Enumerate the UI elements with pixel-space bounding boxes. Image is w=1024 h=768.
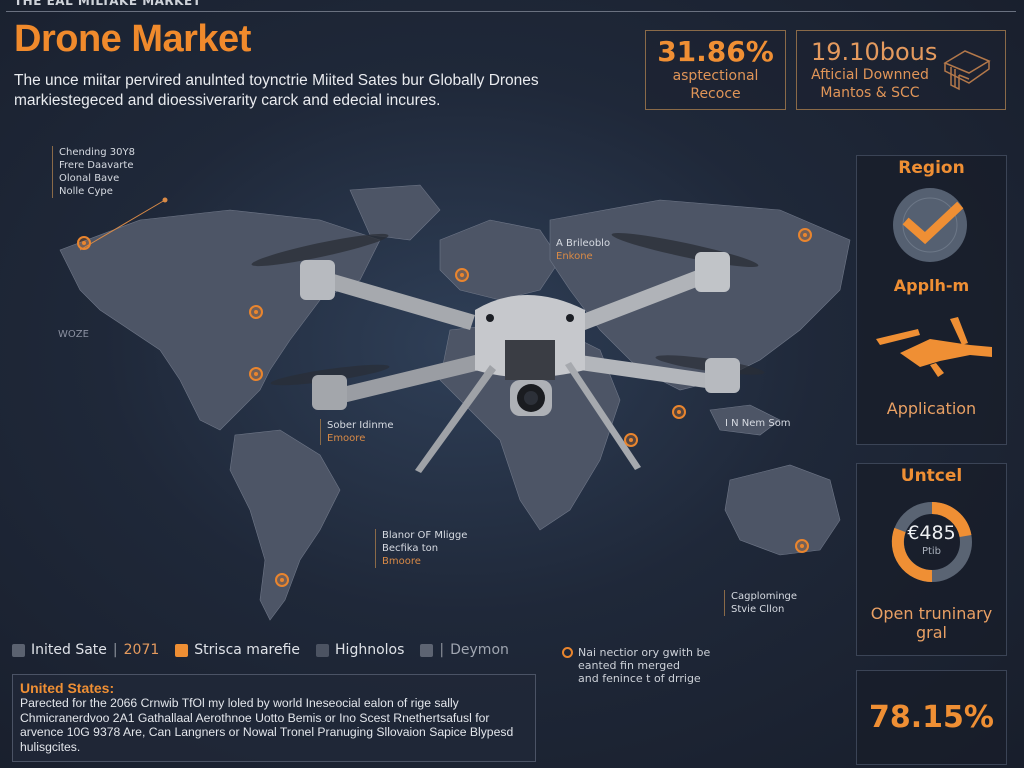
- region-label: Applh-m: [893, 276, 970, 295]
- legend-label: Strisca marefie: [194, 642, 301, 658]
- donut-sub: Ptib: [921, 546, 942, 557]
- page-subtitle: The unce miitar pervired anulnted toynct…: [14, 72, 539, 109]
- map-marker-canada[interactable]: [249, 305, 263, 319]
- untcel-label: gral: [916, 623, 947, 642]
- donut-value: €485: [907, 522, 956, 544]
- southeast-asia-landmass: [709, 404, 781, 436]
- map-annotation-atlantic: Sober Idinme Emoore: [320, 419, 394, 445]
- map-annotation-asia: I N Nem Som: [719, 417, 791, 430]
- stat-label: Mantos & SCC: [820, 85, 920, 101]
- annotation-line: Becfika ton: [382, 543, 439, 554]
- map-marker-india[interactable]: [672, 405, 686, 419]
- annotation-accent: Enkone: [556, 251, 593, 262]
- drone-silhouette-icon: [875, 317, 992, 377]
- donut-chart: €485 Ptib: [890, 500, 974, 584]
- side-panel-region: Region Applh-m Application: [856, 155, 1007, 445]
- drone-illustration: [251, 232, 765, 473]
- greenland-landmass: [349, 184, 441, 241]
- legend-item-highnolos[interactable]: Highnolos: [316, 642, 404, 658]
- stat-card-market-size: 19.10bous Afticial Downned Mantos & SCC: [796, 30, 1006, 110]
- header-divider: [6, 11, 1016, 12]
- map-marker-europe[interactable]: [455, 268, 469, 282]
- info-box-united-states: United States: Parected for the 2066 Crn…: [12, 674, 536, 762]
- graduation-cap-icon: [943, 50, 991, 91]
- info-title: United States:: [20, 680, 115, 696]
- stat-label: Recoce: [690, 86, 741, 102]
- annotation-line: Nolle Cype: [59, 186, 113, 197]
- donut-ring: [891, 501, 972, 583]
- side-panel-final-stat: 78.15%: [856, 670, 1007, 765]
- legend-note: Nai nectior ory gwith be eanted fin merg…: [562, 646, 738, 685]
- note-line: eanted fin merged: [578, 659, 680, 672]
- map-marker-alaska[interactable]: [77, 236, 91, 250]
- world-map: [59, 184, 851, 621]
- legend-item-united-states[interactable]: Inited Sate | 2071: [12, 642, 159, 658]
- map-marker-us-east[interactable]: [249, 367, 263, 381]
- untcel-title: Untcel: [900, 466, 963, 486]
- annotation-line: Blanor OF Mligge: [382, 530, 468, 541]
- map-annotation-australia: Cagplominge Stvie Cllon: [724, 590, 797, 616]
- note-line: and fenince t of drrige: [578, 672, 701, 685]
- map-annotation-top-left: Chending 30Y8 Frere Daavarte Olonal Bave…: [52, 146, 135, 198]
- annotation-line: WOZE: [58, 329, 89, 340]
- map-annotation-europe: A Brileoblo Enkone: [550, 237, 610, 263]
- untcel-label: Open truninary: [870, 604, 993, 623]
- application-label: Application: [886, 399, 977, 418]
- legend-swatch: [316, 643, 330, 657]
- north-america-landmass: [59, 209, 381, 431]
- europe-landmass: [439, 219, 561, 301]
- south-america-landmass: [229, 429, 341, 621]
- map-marker-argentina[interactable]: [275, 573, 289, 587]
- legend-swatch: [175, 643, 189, 657]
- legend-separator: |: [439, 642, 445, 658]
- legend-label: Highnolos: [335, 642, 405, 658]
- annotation-line: Olonal Bave: [59, 173, 120, 184]
- header-kicker: THE EAL MILTAKE MARKET: [14, 0, 202, 8]
- note-line: Nai nectior ory gwith be: [578, 646, 711, 659]
- legend-year: 2071: [123, 642, 160, 658]
- map-marker-russia-east[interactable]: [798, 228, 812, 242]
- info-body: Parected for the 2066 Crnwib TfOl my lol…: [20, 696, 514, 754]
- annotation-line: Chending 30Y8: [59, 147, 135, 158]
- legend-swatch: [420, 643, 434, 657]
- map-legend: Inited Sate | 2071 Strisca marefie Highn…: [12, 642, 509, 658]
- page-title: Drone Market: [14, 18, 251, 60]
- legend-item-deymon[interactable]: | Deymon: [420, 642, 509, 658]
- annotation-line: I N Nem Som: [725, 418, 791, 429]
- map-annotation-pacific: WOZE: [52, 328, 89, 341]
- annotation-line: Cagplominge: [731, 591, 798, 602]
- annotation-line: Sober Idinme: [327, 420, 394, 431]
- annotation-line: A Brileoblo: [556, 238, 611, 249]
- legend-separator: |: [112, 642, 118, 658]
- stat-label: Afticial Downned: [811, 67, 929, 83]
- annotation-line: Stvie Cllon: [731, 604, 785, 615]
- side-panel-untcel: Untcel €485 Ptib Open truninary gral: [856, 463, 1007, 656]
- legend-swatch: [12, 643, 25, 657]
- final-stat-value: 78.15%: [869, 700, 994, 735]
- stat-label: asptectional: [672, 68, 759, 84]
- australia-landmass: [724, 464, 841, 556]
- stat-value: 31.86%: [657, 35, 774, 68]
- checkmark-circle-icon: [892, 188, 967, 262]
- annotation-accent: Bmoore: [382, 556, 421, 567]
- map-marker-australia[interactable]: [795, 539, 809, 553]
- target-icon: [562, 647, 573, 658]
- stat-value: 19.10bous: [811, 38, 938, 66]
- legend-label: Inited Sate: [31, 642, 107, 658]
- stat-card-growth: 31.86% asptectional Recoce: [645, 30, 786, 110]
- map-marker-middle-east[interactable]: [624, 433, 638, 447]
- legend-item-strisca[interactable]: Strisca marefie: [175, 642, 300, 658]
- region-title: Region: [898, 158, 965, 178]
- map-annotation-south-atlantic: Blanor OF Mligge Becfika ton Bmoore: [375, 529, 467, 568]
- legend-label: Deymon: [450, 642, 509, 658]
- annotation-accent: Emoore: [327, 433, 366, 444]
- annotation-line: Frere Daavarte: [59, 160, 134, 171]
